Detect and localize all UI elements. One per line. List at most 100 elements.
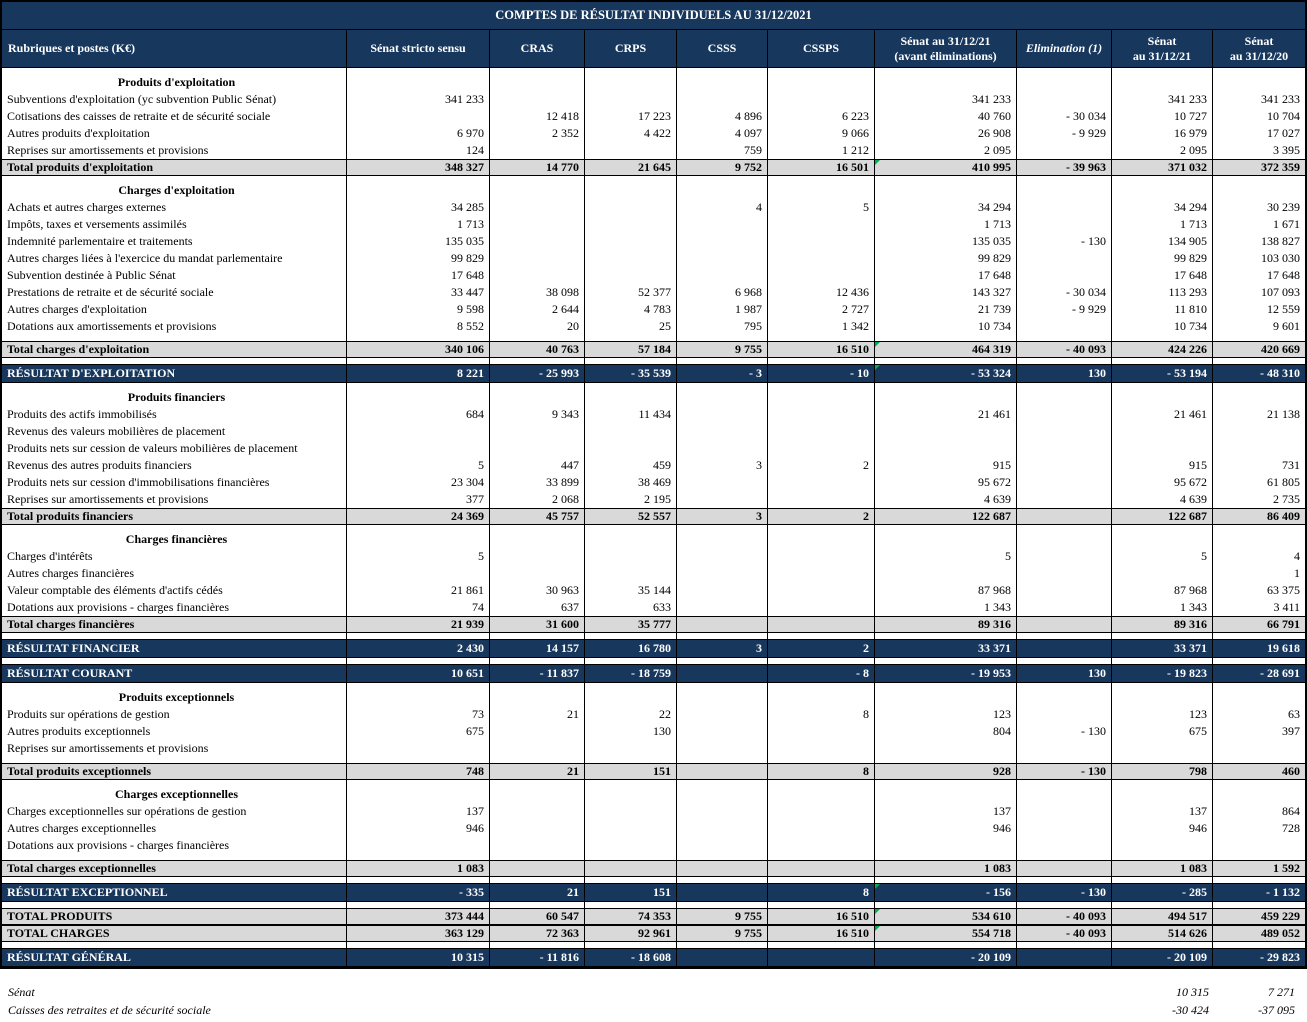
footnote-label: Sénat [8, 984, 35, 999]
result-row: RÉSULTAT COURANT 10 651- 11 837- 18 759 - … [2, 664, 1305, 683]
value-cell: 372 359 [1261, 160, 1300, 174]
cell-flag-icon [875, 365, 880, 370]
value-cell [768, 942, 875, 948]
value-cell [768, 949, 875, 966]
cell-flag-icon [875, 160, 880, 165]
value-cell: 122 687 [875, 509, 1017, 524]
value-cell [875, 902, 1017, 908]
value-cell [768, 854, 875, 860]
value-cell: 30 963 [490, 582, 585, 599]
row-label: Produits nets sur cession d'immobilisati… [2, 474, 347, 491]
value-cell [677, 837, 768, 854]
table-row: Reprises sur amortissements et provision… [2, 142, 1305, 159]
row-label [2, 658, 347, 664]
row-label: Reprises sur amortissements et provision… [2, 740, 347, 757]
table-row: Dotations aux provisions - charges finan… [2, 599, 1305, 616]
cell-flag-icon [875, 884, 880, 889]
value-cell: - 40 093 [1017, 909, 1112, 924]
value-cell: - 335 [347, 884, 490, 901]
section-row: Produits exceptionnels [2, 683, 1305, 706]
table-row: Achats et autres charges externes 34 285 4… [2, 199, 1305, 216]
row-label: Impôts, taxes et versements assimilés [2, 216, 347, 233]
value-cell [677, 942, 768, 948]
table-row: Dotations aux provisions - charges finan… [2, 837, 1305, 854]
result-row: RÉSULTAT GÉNÉRAL 10 315- 11 816- 18 608 - … [2, 948, 1305, 967]
value-cell [1213, 683, 1305, 706]
value-cell: 5 [347, 457, 490, 474]
value-cell [347, 335, 490, 341]
value-cell: 6 223 [768, 108, 875, 125]
value-cell [347, 902, 490, 908]
value-cell [875, 358, 1017, 364]
value-cell [1213, 902, 1305, 908]
value-cell [677, 803, 768, 820]
value-cell: 1 342 [768, 318, 875, 335]
row-label: Subvention destinée à Public Sénat [2, 267, 347, 284]
value-cell [490, 358, 585, 364]
value-cell [347, 358, 490, 364]
total-row: TOTAL PRODUITS 373 444 60 547 74 353 9 755 16… [2, 908, 1305, 925]
value-cell [1017, 216, 1112, 233]
value-cell [875, 68, 1017, 91]
value-cell [585, 142, 677, 159]
value-cell: 9 601 [1273, 319, 1300, 333]
value-cell [1017, 877, 1112, 883]
spacer-row [2, 942, 1305, 948]
value-cell: 341 233 [1261, 92, 1300, 106]
value-cell: 130 [1017, 365, 1112, 382]
value-cell: 684 [347, 406, 490, 423]
value-cell: 21 [490, 764, 585, 779]
value-cell: 4 [1294, 549, 1300, 563]
value-cell: 10 651 [347, 665, 490, 682]
row-label [2, 358, 347, 364]
value-cell: 377 [347, 491, 490, 508]
value-cell: - 11 816 [490, 949, 585, 966]
value-cell [1017, 640, 1112, 657]
row-label: Produits d'exploitation [2, 68, 347, 91]
value-cell [1017, 509, 1112, 524]
value-cell [1017, 68, 1112, 91]
value-cell: 20 [490, 318, 585, 335]
footnote-value-2020: -37 095 [1258, 1002, 1295, 1017]
value-cell: 373 444 [347, 909, 490, 924]
value-cell [677, 877, 768, 883]
value-cell: 534 610 [875, 909, 1017, 924]
spacer-row [2, 757, 1305, 763]
value-cell [677, 233, 768, 250]
value-cell [677, 267, 768, 284]
value-cell [347, 383, 490, 406]
value-cell: 30 239 [1267, 200, 1300, 214]
value-cell [677, 335, 768, 341]
value-cell [1017, 440, 1112, 457]
spacer-row [2, 902, 1305, 908]
value-cell [585, 837, 677, 854]
value-cell: 1 713 [875, 216, 1017, 233]
value-cell [1017, 91, 1112, 108]
value-cell: 459 229 [1261, 909, 1300, 923]
value-cell [677, 884, 768, 901]
value-cell [1017, 406, 1112, 423]
value-cell: 57 184 [585, 342, 677, 357]
value-cell [1213, 525, 1305, 548]
value-cell: - 11 837 [490, 665, 585, 682]
table-row: Produits sur opérations de gestion 73 21 22… [2, 706, 1305, 723]
value-cell: 371 032 [1112, 160, 1213, 175]
value-cell [677, 491, 768, 508]
value-cell: 4 783 [585, 301, 677, 318]
table-row: Produits des actifs immobilisés 684 9 343 1… [2, 406, 1305, 423]
row-label: Total produits exceptionnels [2, 764, 347, 779]
column-header: CSSPS [768, 30, 875, 67]
value-cell: 72 363 [490, 926, 585, 941]
value-cell: 40 760 [875, 108, 1017, 125]
total-row: Total produits d'exploitation 348 327 14 7… [2, 159, 1305, 176]
value-cell [677, 250, 768, 267]
value-cell [347, 108, 490, 125]
value-cell: 2 [768, 640, 875, 657]
table-row: Autres charges d'exploitation 9 598 2 644 4… [2, 301, 1305, 318]
value-cell [1017, 599, 1112, 616]
value-cell [768, 565, 875, 582]
value-cell [585, 267, 677, 284]
value-cell [875, 176, 1017, 199]
value-cell: 38 098 [490, 284, 585, 301]
